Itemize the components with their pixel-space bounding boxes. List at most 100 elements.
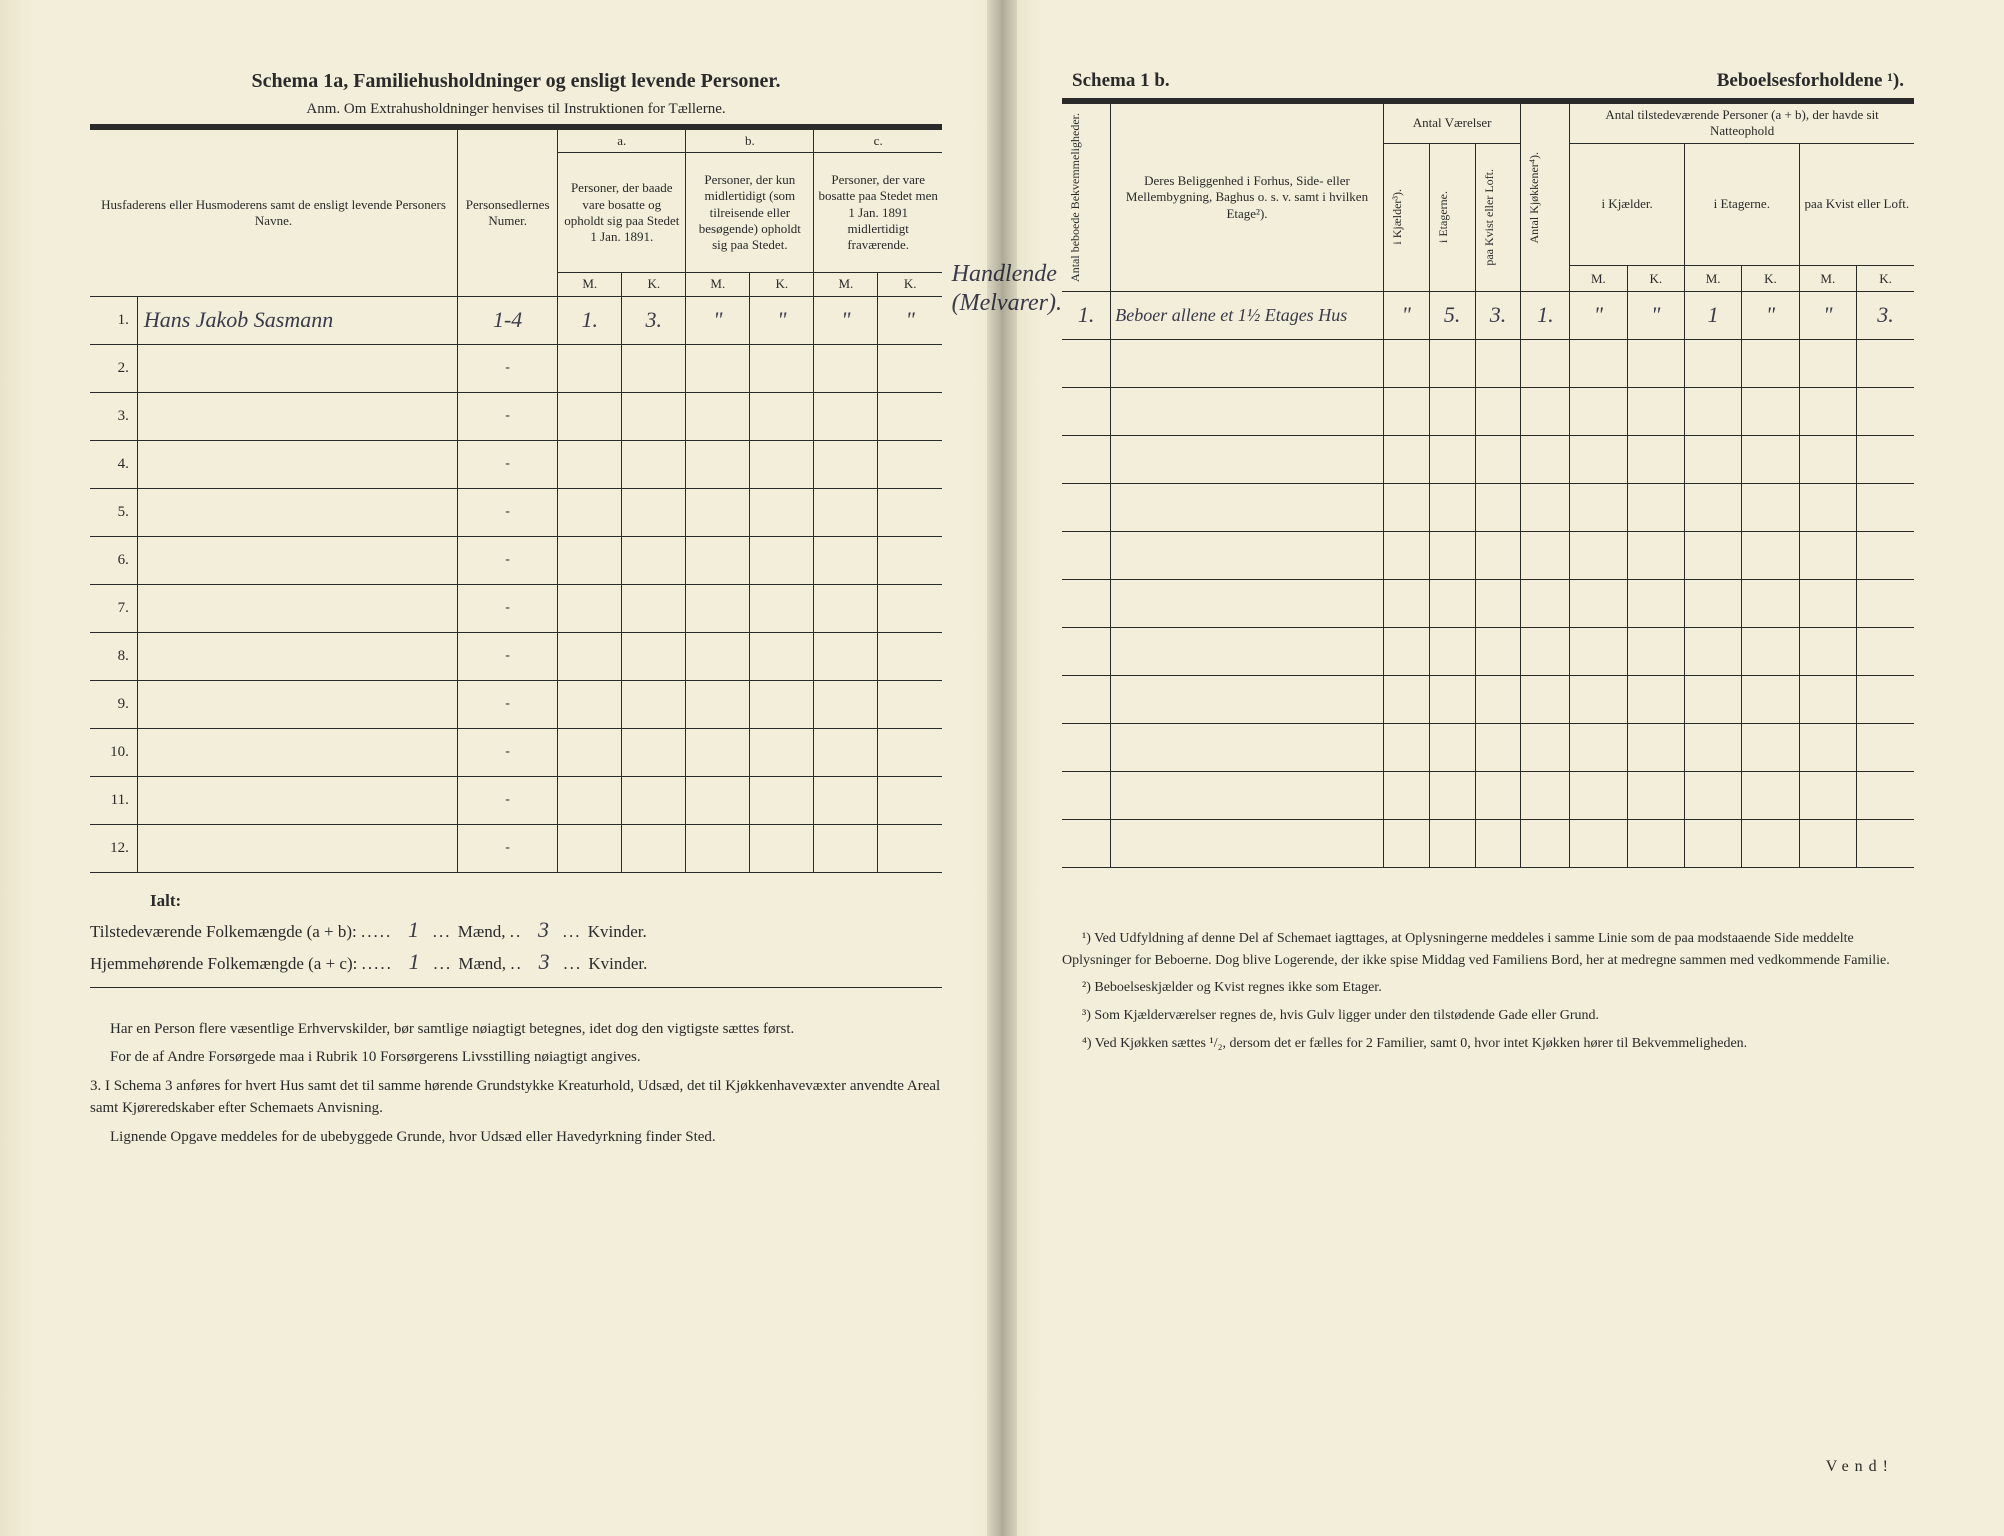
cell — [1429, 531, 1475, 579]
group-b-letter: b. — [686, 130, 814, 153]
cell: 1. — [1062, 291, 1111, 339]
cell — [622, 536, 686, 584]
cell — [1570, 387, 1627, 435]
row-number: 8. — [90, 632, 137, 680]
cell — [1627, 771, 1684, 819]
rule — [90, 987, 942, 988]
cell — [1857, 531, 1914, 579]
cell — [1799, 771, 1856, 819]
cell — [750, 728, 814, 776]
ialt-label: Ialt: — [150, 891, 942, 911]
h-et: i Etagerne. — [1429, 143, 1475, 291]
cell — [1521, 771, 1570, 819]
cell — [1684, 339, 1741, 387]
cell — [1475, 627, 1521, 675]
tot2-m: 1 — [399, 949, 429, 975]
cell — [1383, 339, 1429, 387]
col-a-header: Personer, der baade vare bosatte og opho… — [558, 153, 686, 273]
table-row — [1062, 627, 1914, 675]
margin-note: Handlende (Melvarer). — [952, 260, 1062, 318]
h-kv: paa Kvist eller Loft. — [1475, 143, 1521, 291]
cell — [1684, 819, 1741, 867]
cell — [1684, 579, 1741, 627]
cell — [558, 440, 622, 488]
cell — [1521, 675, 1570, 723]
cell: " — [878, 296, 942, 344]
cell — [1684, 627, 1741, 675]
cell — [1383, 723, 1429, 771]
totals-block: Ialt: Tilstedeværende Folkemængde (a + b… — [90, 891, 942, 975]
cell — [1627, 675, 1684, 723]
cell — [1570, 435, 1627, 483]
cell: " — [1799, 291, 1856, 339]
table-row — [1062, 675, 1914, 723]
cell — [1429, 723, 1475, 771]
col-person-header: Personsedlernes Numer. — [458, 130, 558, 297]
table-row — [1062, 531, 1914, 579]
cell — [878, 344, 942, 392]
cell — [1684, 771, 1741, 819]
cell — [1570, 627, 1627, 675]
note-p: Har en Person flere væsentlige Erhvervsk… — [90, 1018, 942, 1041]
cell — [1799, 819, 1856, 867]
cell — [622, 632, 686, 680]
cell — [1111, 339, 1384, 387]
table-row: 3. - — [90, 392, 942, 440]
cell: " — [1570, 291, 1627, 339]
h-bekv: Antal beboede Bekvemmeligheder. — [1062, 104, 1111, 292]
cell — [1111, 483, 1384, 531]
cell — [1627, 483, 1684, 531]
cell — [1684, 531, 1741, 579]
cell — [1111, 675, 1384, 723]
cell: " — [686, 296, 750, 344]
row-number: 7. — [90, 584, 137, 632]
cell — [558, 344, 622, 392]
table-row — [1062, 771, 1914, 819]
cell — [1521, 819, 1570, 867]
person-cell: - — [458, 536, 558, 584]
person-cell: - — [458, 680, 558, 728]
table-row — [1062, 579, 1914, 627]
cell — [1570, 579, 1627, 627]
cell — [1475, 771, 1521, 819]
cell — [558, 824, 622, 872]
cell — [1111, 819, 1384, 867]
table-row: 1.Beboer allene et 1½ Etages Hus"5.3.1."… — [1062, 291, 1914, 339]
cell — [1383, 435, 1429, 483]
cell — [1627, 723, 1684, 771]
table-row: 8.- — [90, 632, 942, 680]
cell — [1475, 435, 1521, 483]
cell — [622, 440, 686, 488]
col-name-header: Husfaderens eller Husmoderens samt de en… — [90, 130, 458, 297]
cell — [558, 680, 622, 728]
cell — [686, 776, 750, 824]
left-subtitle: Anm. Om Extrahusholdninger henvises til … — [90, 101, 942, 118]
cell — [750, 824, 814, 872]
cell — [1799, 675, 1856, 723]
cell — [1383, 483, 1429, 531]
cell — [1475, 339, 1521, 387]
row-number: 11. — [90, 776, 137, 824]
cell — [1799, 387, 1856, 435]
table-row: 11.- — [90, 776, 942, 824]
cell — [1521, 339, 1570, 387]
tot1-m: 1 — [399, 917, 429, 943]
cell — [1475, 819, 1521, 867]
person-cell: - — [458, 440, 558, 488]
cell — [686, 440, 750, 488]
cell — [878, 392, 942, 440]
cell — [1062, 819, 1111, 867]
cell — [750, 584, 814, 632]
cell — [1742, 579, 1799, 627]
cell — [1429, 339, 1475, 387]
row-number: 3. — [90, 392, 137, 440]
mk-header: M. — [558, 273, 622, 296]
cell — [1627, 387, 1684, 435]
cell — [622, 584, 686, 632]
cell — [878, 536, 942, 584]
person-cell: - — [458, 392, 558, 440]
table-row — [1062, 483, 1914, 531]
mk-header: K. — [1627, 266, 1684, 292]
h-belig: Deres Beliggenhed i Forhus, Side- eller … — [1111, 104, 1384, 292]
cell — [1521, 483, 1570, 531]
